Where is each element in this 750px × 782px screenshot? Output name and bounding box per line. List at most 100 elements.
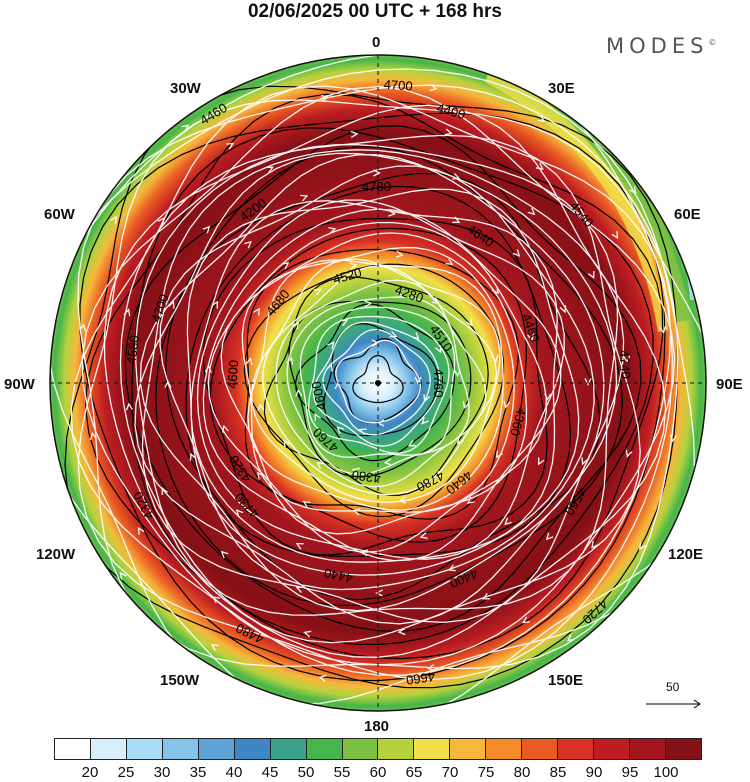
lon-label-30w: 30W — [170, 80, 201, 97]
lon-label-150w: 150W — [160, 672, 200, 689]
lon-label-120e: 120E — [668, 546, 704, 563]
streamline-arrow — [181, 124, 190, 132]
streamline-arrow — [211, 300, 218, 309]
reference-vector-arrow — [646, 699, 701, 709]
streamline-arrow — [244, 240, 252, 249]
lon-label-0: 0 — [372, 34, 381, 51]
colorbar-cell — [594, 739, 630, 759]
brand-mark: © — [708, 38, 717, 47]
streamline-arrow — [325, 363, 333, 372]
colorbar — [54, 738, 702, 760]
colorbar-cell — [522, 739, 559, 759]
pole-marker — [375, 380, 381, 386]
streamline-arrow — [544, 393, 552, 402]
streamline-arrow — [283, 439, 291, 448]
streamline-arrow — [125, 402, 133, 411]
contour-label: 4580 — [123, 334, 142, 365]
streamline-arrow — [303, 630, 312, 638]
streamline-arrow — [164, 380, 172, 388]
streamline-arrow — [521, 616, 530, 624]
height-contour — [124, 125, 642, 633]
colorbar-cell — [90, 739, 127, 759]
streamline-arrow — [537, 115, 546, 122]
streamline-arrow — [629, 186, 637, 195]
streamline-arrow — [495, 450, 503, 459]
colorbar-tick-label: 65 — [405, 764, 423, 781]
colorbar-cell — [414, 739, 451, 759]
streamline-arrow — [512, 249, 521, 257]
streamline-arrow — [265, 166, 274, 173]
streamline-arrow — [395, 250, 404, 258]
streamline-arrow — [584, 378, 592, 386]
streamline-arrow — [119, 571, 127, 580]
streamline-arrow — [350, 130, 359, 138]
streamline-arrow — [167, 300, 175, 309]
contour-label: 4400 — [435, 100, 467, 122]
streamline-arrow — [110, 215, 117, 224]
streamline-arrow — [389, 330, 398, 338]
streamline-arrow — [419, 532, 428, 540]
streamline — [196, 199, 565, 560]
streamline — [308, 315, 450, 454]
reference-vector: 50 — [640, 680, 710, 710]
streamline-arrow — [623, 355, 631, 364]
streamline-arrow — [235, 509, 244, 517]
brand-text: MODES — [606, 34, 709, 58]
streamline-arrow — [226, 142, 235, 150]
colorbar-tick-label: 40 — [225, 764, 243, 781]
streamline-arrow — [383, 458, 392, 466]
streamline — [220, 232, 528, 535]
colorbar-tick-label: 50 — [297, 764, 315, 781]
colorbar-cell — [198, 739, 235, 759]
streamline-arrow — [375, 589, 383, 597]
colorbar-cell — [306, 739, 343, 759]
colorbar-tick-label: 60 — [369, 764, 387, 781]
height-contour — [79, 112, 666, 682]
streamline-arrow — [429, 84, 438, 92]
colorbar-tick-label: 70 — [441, 764, 459, 781]
height-contour — [84, 93, 664, 660]
streamline — [119, 134, 641, 644]
streamline — [207, 221, 547, 553]
streamline-arrow — [407, 439, 416, 447]
colorbar-cell — [162, 739, 199, 759]
streamline-arrow — [639, 542, 646, 551]
streamline-arrow — [257, 471, 265, 480]
streamline-arrow — [482, 593, 491, 600]
streamline-arrow — [527, 333, 535, 342]
colorbar-tick-label: 85 — [549, 764, 567, 781]
streamline-arrow — [221, 424, 229, 433]
streamline-arrow — [358, 428, 367, 436]
streamline — [190, 200, 558, 563]
streamline — [247, 259, 504, 511]
streamline-arrow — [295, 543, 304, 550]
colorbar-tick-label: 30 — [153, 764, 171, 781]
colorbar-tick-label: 20 — [81, 764, 99, 781]
contour-label: 4740 — [616, 349, 633, 379]
streamline-arrow — [659, 325, 667, 335]
streamline-arrow — [411, 332, 420, 340]
streamline-arrow — [397, 628, 406, 636]
reference-vector-label: 50 — [666, 680, 680, 694]
streamline-arrow — [220, 550, 229, 559]
colorbar-cell — [126, 739, 163, 759]
colorbar-tick-label: 35 — [189, 764, 207, 781]
colorbar-tick-label: 100 — [653, 764, 679, 781]
streamline-arrow — [491, 354, 499, 363]
colorbar-tick-label: 25 — [117, 764, 135, 781]
colorbar-cell — [665, 739, 701, 759]
streamline-arrow — [253, 307, 261, 316]
streamline-arrow — [625, 449, 633, 458]
streamline-arrow — [292, 321, 300, 330]
contour-label: 4600 — [224, 359, 241, 389]
streamline-arrow — [318, 674, 327, 682]
colorbar-cell — [270, 739, 307, 759]
streamline-arrow — [123, 308, 131, 317]
colorbar-cell — [630, 739, 666, 759]
streamline-arrow — [314, 412, 322, 421]
streamline-arrow — [527, 207, 536, 216]
streamline-arrow — [161, 487, 168, 496]
colorbar-cell — [55, 739, 91, 759]
streamline-arrow — [89, 431, 97, 441]
streamline-arrow — [566, 634, 575, 642]
